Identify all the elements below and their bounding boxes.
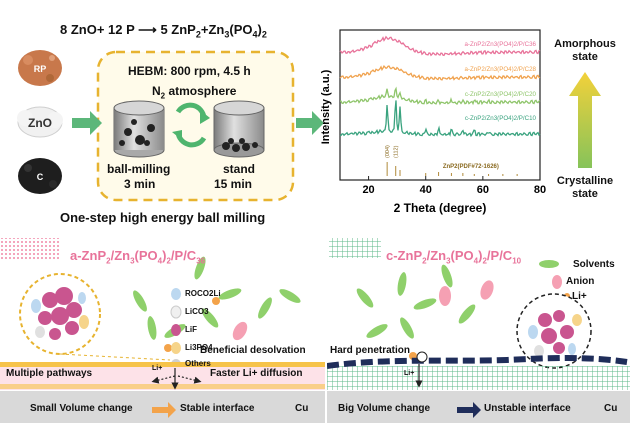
reaction-equation: 8 ZnO+ 12 P ⟶ 5 ZnP2+Zn3(PO4)2 xyxy=(60,22,267,40)
crystalline-layer xyxy=(327,366,630,390)
carbon-powder-icon: C xyxy=(18,158,62,194)
y-axis-label: Intensity (a.u.) xyxy=(320,69,332,144)
small-volume-change: Small Volume change xyxy=(30,403,133,414)
series-line-3 xyxy=(340,86,541,106)
legend-lico3: LiCO3 xyxy=(185,307,209,316)
x-tick-label: 80 xyxy=(534,184,546,196)
zno-label: ZnO xyxy=(28,116,52,130)
sei-components xyxy=(31,287,89,340)
stand-time: 15 min xyxy=(214,177,253,191)
green-arrow-icon xyxy=(72,111,102,135)
ball-milling-label: ball-milling xyxy=(107,162,171,176)
cu-label-right: Cu xyxy=(604,403,618,414)
ball-milling-time: 3 min xyxy=(124,177,156,191)
peak-label: (004) xyxy=(385,145,391,158)
green-arrow-icon xyxy=(296,111,324,135)
cu-current-collector xyxy=(327,391,630,423)
legend-anion: Anion xyxy=(566,276,595,287)
panel-title-c: c-ZnP2/Zn3(PO4)2/P/C10 xyxy=(386,248,522,266)
legend-others: Others xyxy=(185,359,211,368)
crystalline-sei-panel xyxy=(327,238,630,423)
stand-jar-icon xyxy=(213,100,265,158)
orange-arrow-icon xyxy=(152,402,176,418)
multiple-pathways: Multiple pathways xyxy=(6,368,93,379)
rp-powder-icon: RP xyxy=(18,50,62,86)
series-label-3: c-ZnP2/Zn3(PO4)2/P/C20 xyxy=(465,91,537,98)
amorphous-label: Amorphous state xyxy=(554,38,616,63)
stand-label: stand xyxy=(223,162,256,176)
cu-label-left: Cu xyxy=(295,403,309,414)
legend-li: Li+ xyxy=(572,291,587,302)
stable-interface: Stable interface xyxy=(180,403,255,414)
rp-label: RP xyxy=(34,64,47,74)
solvent-cluster-icon xyxy=(133,256,301,340)
peak-label: (112) xyxy=(394,145,400,158)
x-axis-label: 2 Theta (degree) xyxy=(394,201,487,215)
unstable-sei-dashes xyxy=(327,355,628,369)
legend-li3po4: Li3PO4 xyxy=(185,343,213,352)
big-volume-change: Big Volume change xyxy=(338,403,431,414)
sei-layer xyxy=(0,362,325,367)
arrow-icon: ⟶ xyxy=(138,22,157,37)
solvent-cluster-icon xyxy=(356,264,476,339)
legend-roco2li: ROCO2Li xyxy=(185,289,221,298)
navy-arrow-icon xyxy=(457,402,481,418)
unstable-interface: Unstable interface xyxy=(484,403,571,414)
series-label-4: c-ZnP2/Zn3(PO4)2/P/C10 xyxy=(465,115,537,122)
series-label-1: a-ZnP2/Zn3(PO4)2/P/C36 xyxy=(464,41,536,48)
xrd-chart: a-ZnP2/Zn3(PO4)2/P/C36 a-ZnP2/Zn3(PO4)2/P… xyxy=(320,29,546,215)
hard-penetration: Hard penetration xyxy=(330,345,411,356)
ball-mill-jar-icon xyxy=(113,100,165,158)
scheme-caption: One-step high energy ball milling xyxy=(60,210,266,225)
atmosphere-label: N2 atmosphere xyxy=(152,84,237,101)
amorphous-sei-panel xyxy=(0,238,325,423)
state-arrow-icon xyxy=(569,72,601,168)
series-line-4 xyxy=(339,100,541,138)
legend-solvents: Solvents xyxy=(573,259,615,270)
series-line-2 xyxy=(339,64,541,81)
crystalline-label: Crystalline state xyxy=(556,175,614,200)
li-ion-label: Li+ xyxy=(404,370,415,377)
hebm-conditions: HEBM: 800 rpm, 4.5 h xyxy=(128,64,251,78)
legend-lif: LiF xyxy=(185,325,197,334)
equation-left: 8 ZnO+ 12 P xyxy=(60,22,135,37)
series-label-2: a-ZnP2/Zn3(PO4)2/P/C28 xyxy=(464,66,536,73)
x-tick-label: 40 xyxy=(420,184,432,196)
li-ion-label: Li+ xyxy=(152,365,163,372)
synthesis-scheme: RP ZnO C xyxy=(17,50,324,202)
series-line-1 xyxy=(339,35,541,57)
panel-title-a: a-ZnP2/Zn3(PO4)2/P/C36 xyxy=(70,248,206,266)
sei-components xyxy=(528,310,582,357)
x-tick-label: 20 xyxy=(362,184,374,196)
c-label: C xyxy=(37,172,44,182)
faster-diffusion: Faster Li+ diffusion xyxy=(210,368,303,379)
x-tick-label: 60 xyxy=(477,184,489,196)
zno-powder-icon: ZnO xyxy=(17,106,63,138)
reference-label: ZnP2(PDF#72-1626) xyxy=(443,164,499,170)
beneficial-desolvation: Beneficial desolvation xyxy=(200,345,306,356)
